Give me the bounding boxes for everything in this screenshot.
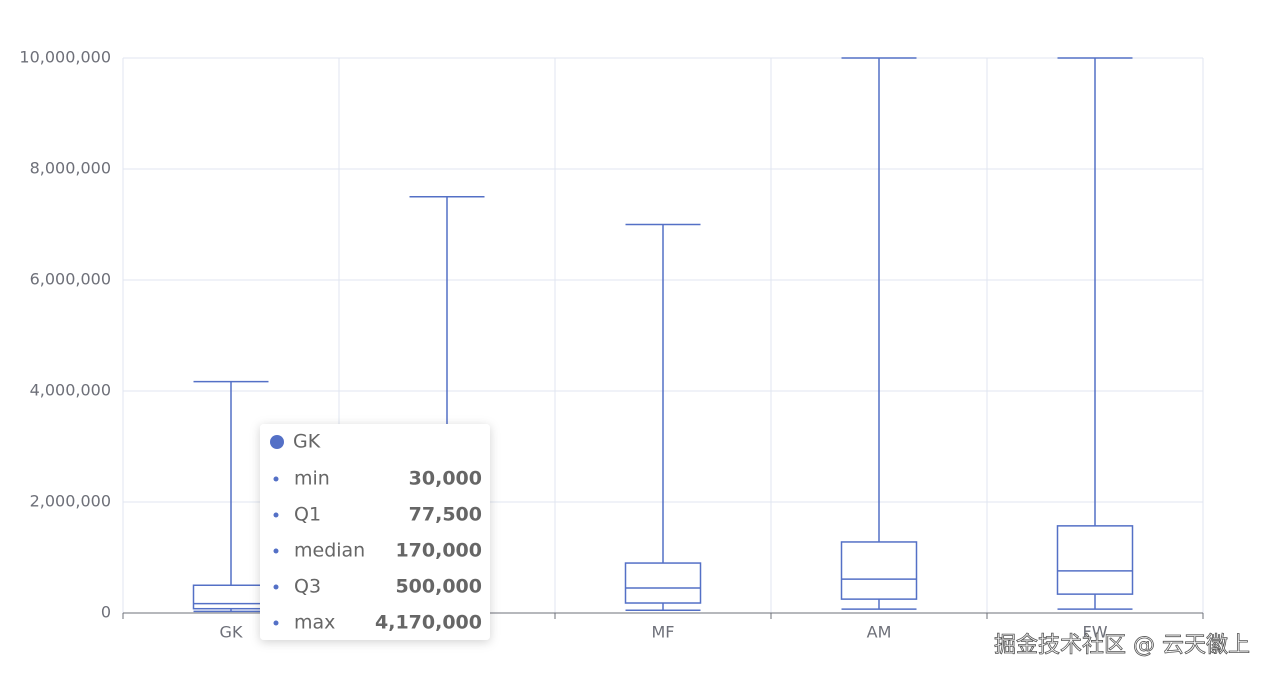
box	[192, 584, 270, 610]
box	[840, 541, 918, 600]
y-tick-label: 4,000,000	[30, 381, 111, 400]
tooltip-dot	[273, 512, 279, 518]
tooltip-title: GK	[293, 431, 321, 453]
y-tick-label: 6,000,000	[30, 270, 111, 289]
tooltip-label: Q1	[294, 504, 321, 526]
tooltip-value: 77,500	[409, 504, 482, 526]
tooltip-dot	[273, 548, 279, 554]
x-tick-label: GK	[220, 623, 243, 642]
tooltip-dot	[273, 620, 279, 626]
y-tick-label: 2,000,000	[30, 492, 111, 511]
tooltip-value: 500,000	[395, 576, 482, 598]
tooltip-dot	[273, 476, 279, 482]
tooltip-marker	[270, 435, 284, 449]
box	[624, 562, 702, 604]
tooltip-value: 170,000	[395, 540, 482, 562]
x-tick-label: AM	[867, 623, 892, 642]
tooltip-value: 4,170,000	[375, 612, 482, 634]
tooltip-dot	[273, 584, 279, 590]
tooltip-label: min	[294, 468, 330, 490]
y-tick-label: 0	[101, 603, 111, 622]
box	[1056, 525, 1134, 595]
tooltip-label: median	[294, 540, 365, 562]
tooltip-label: Q3	[294, 576, 321, 598]
watermark: 掘金技术社区 @ 云天徽上	[994, 633, 1250, 658]
x-tick-label: FW	[1082, 623, 1107, 642]
y-tick-label: 10,000,000	[19, 48, 111, 67]
tooltip-label: max	[294, 612, 335, 634]
tooltip-value: 30,000	[409, 468, 482, 490]
x-tick-label: MF	[651, 623, 674, 642]
y-tick-label: 8,000,000	[30, 159, 111, 178]
tooltip-box	[260, 424, 490, 640]
